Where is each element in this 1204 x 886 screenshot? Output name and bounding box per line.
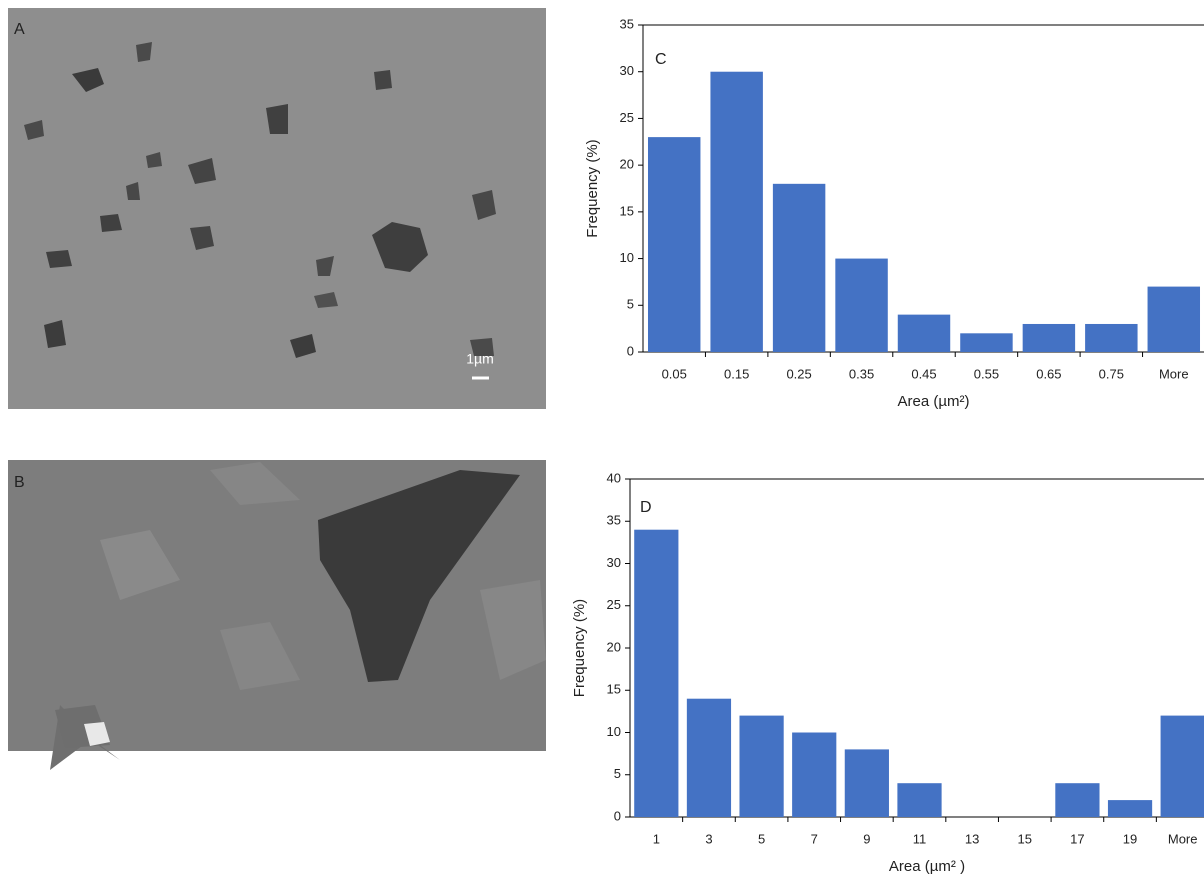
y-axis-title: Frequency (%): [571, 599, 588, 697]
bar: [792, 733, 836, 818]
x-tick-label: 0.35: [849, 366, 874, 381]
x-tick-label: 0.75: [1099, 366, 1124, 381]
y-tick-label: 40: [607, 470, 621, 485]
bar: [648, 137, 700, 352]
x-tick-label: More: [1159, 366, 1189, 381]
bar: [845, 749, 889, 817]
y-tick-label: 25: [620, 110, 634, 125]
y-tick-label: 35: [620, 16, 634, 31]
y-tick-label: 10: [620, 250, 634, 265]
bar: [1148, 287, 1200, 352]
y-tick-label: 0: [614, 808, 621, 823]
scale-label: 1µm: [466, 351, 494, 367]
y-tick-label: 0: [627, 343, 634, 358]
page: {"images": [ {"label": "A", "scale_label…: [0, 0, 1204, 881]
x-axis-title: Area (µm²): [898, 393, 970, 410]
bar: [1108, 800, 1152, 817]
y-axis-title: Frequency (%): [584, 139, 601, 237]
bar: [898, 315, 950, 352]
bar: [634, 530, 678, 817]
y-tick-label: 5: [614, 766, 621, 781]
bar: [1085, 324, 1137, 352]
bar: [1161, 716, 1204, 817]
x-tick-label: 0.65: [1036, 366, 1061, 381]
bar: [835, 259, 887, 352]
figure: A 1µm B 10 µm 051015202530350.050.150.25…: [0, 0, 1204, 881]
bar: [897, 783, 941, 817]
y-tick-label: 30: [607, 555, 621, 570]
x-tick-label: More: [1168, 831, 1198, 846]
x-tick-label: 11: [913, 831, 927, 846]
x-tick-label: 0.15: [724, 366, 749, 381]
x-tick-label: 0.55: [974, 366, 999, 381]
y-tick-label: 20: [607, 639, 621, 654]
y-tick-label: 15: [607, 682, 621, 697]
y-tick-label: 30: [620, 63, 634, 78]
scale-label: 10 µm: [445, 803, 484, 819]
y-tick-label: 15: [620, 203, 634, 218]
sem-image-a: [8, 8, 546, 409]
panel-label: C: [655, 51, 667, 68]
bar: [1023, 324, 1075, 352]
x-tick-label: 3: [705, 831, 712, 846]
sem-image-b: [8, 460, 546, 770]
bar: [710, 72, 762, 352]
panel-label: A: [14, 21, 25, 38]
panel-label: B: [14, 474, 25, 491]
x-tick-label: 7: [811, 831, 818, 846]
panel-label: D: [640, 499, 652, 516]
y-tick-label: 10: [607, 724, 621, 739]
x-tick-label: 0.05: [662, 366, 687, 381]
bar: [739, 716, 783, 817]
x-tick-label: 13: [965, 831, 979, 846]
x-tick-label: 0.45: [911, 366, 936, 381]
x-tick-label: 0.25: [786, 366, 811, 381]
y-tick-label: 5: [627, 297, 634, 312]
bar: [773, 184, 825, 352]
x-tick-label: 15: [1018, 831, 1032, 846]
x-tick-label: 19: [1123, 831, 1137, 846]
y-tick-label: 35: [607, 513, 621, 528]
bar: [1055, 783, 1099, 817]
bar: [687, 699, 731, 817]
x-tick-label: 17: [1070, 831, 1084, 846]
x-tick-label: 9: [863, 831, 870, 846]
x-tick-label: 1: [653, 831, 660, 846]
bar: [960, 333, 1012, 352]
y-tick-label: 25: [607, 597, 621, 612]
x-axis-title: Area (µm² ): [889, 858, 965, 875]
x-tick-label: 5: [758, 831, 765, 846]
y-tick-label: 20: [620, 157, 634, 172]
